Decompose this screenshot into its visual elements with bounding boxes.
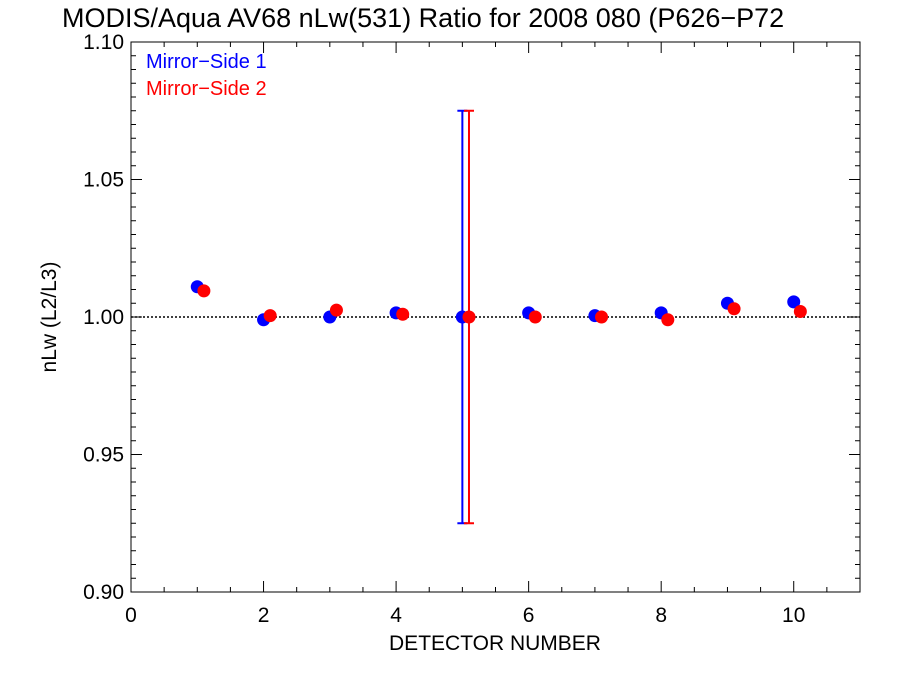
point-series-2 — [462, 310, 476, 324]
point-series-2 — [396, 307, 410, 321]
x-tick-label: 0 — [125, 604, 137, 627]
y-axis-label: nLw (L2/L3) — [38, 262, 61, 373]
y-tick-labels: 0.90 0.95 1.00 1.05 1.10 — [83, 31, 124, 604]
x-tick-label: 6 — [523, 604, 535, 627]
legend: Mirror−Side 1 Mirror−Side 2 — [146, 51, 267, 100]
x-tick-label: 8 — [655, 604, 667, 627]
x-tick-label: 10 — [782, 604, 805, 627]
point-series-2 — [329, 303, 343, 317]
data-points — [190, 280, 807, 327]
x-tick-label: 2 — [258, 604, 270, 627]
point-series-1 — [787, 295, 801, 309]
point-series-2 — [528, 310, 542, 324]
point-series-2 — [263, 309, 277, 323]
point-series-2 — [661, 313, 675, 327]
point-series-2 — [197, 284, 211, 298]
x-tick-labels: 0 2 4 6 8 10 — [125, 604, 805, 627]
x-axis-label: DETECTOR NUMBER — [389, 632, 601, 655]
legend-entry-mirror-side-2: Mirror−Side 2 — [146, 78, 267, 100]
y-tick-label: 0.95 — [83, 444, 124, 467]
y-tick-label: 1.00 — [83, 306, 124, 329]
point-series-2 — [793, 305, 807, 318]
y-tick-label: 1.05 — [83, 169, 124, 192]
y-tick-label: 1.10 — [83, 31, 124, 54]
legend-entry-mirror-side-1: Mirror−Side 1 — [146, 51, 267, 73]
minor-ticks — [131, 42, 860, 592]
point-series-2 — [727, 302, 741, 316]
chart-title: MODIS/Aqua AV68 nLw(531) Ratio for 2008 … — [62, 3, 784, 33]
point-series-2 — [595, 310, 609, 324]
y-tick-label: 0.90 — [83, 581, 124, 604]
major-ticks — [130, 41, 860, 593]
x-tick-label: 4 — [390, 604, 402, 627]
